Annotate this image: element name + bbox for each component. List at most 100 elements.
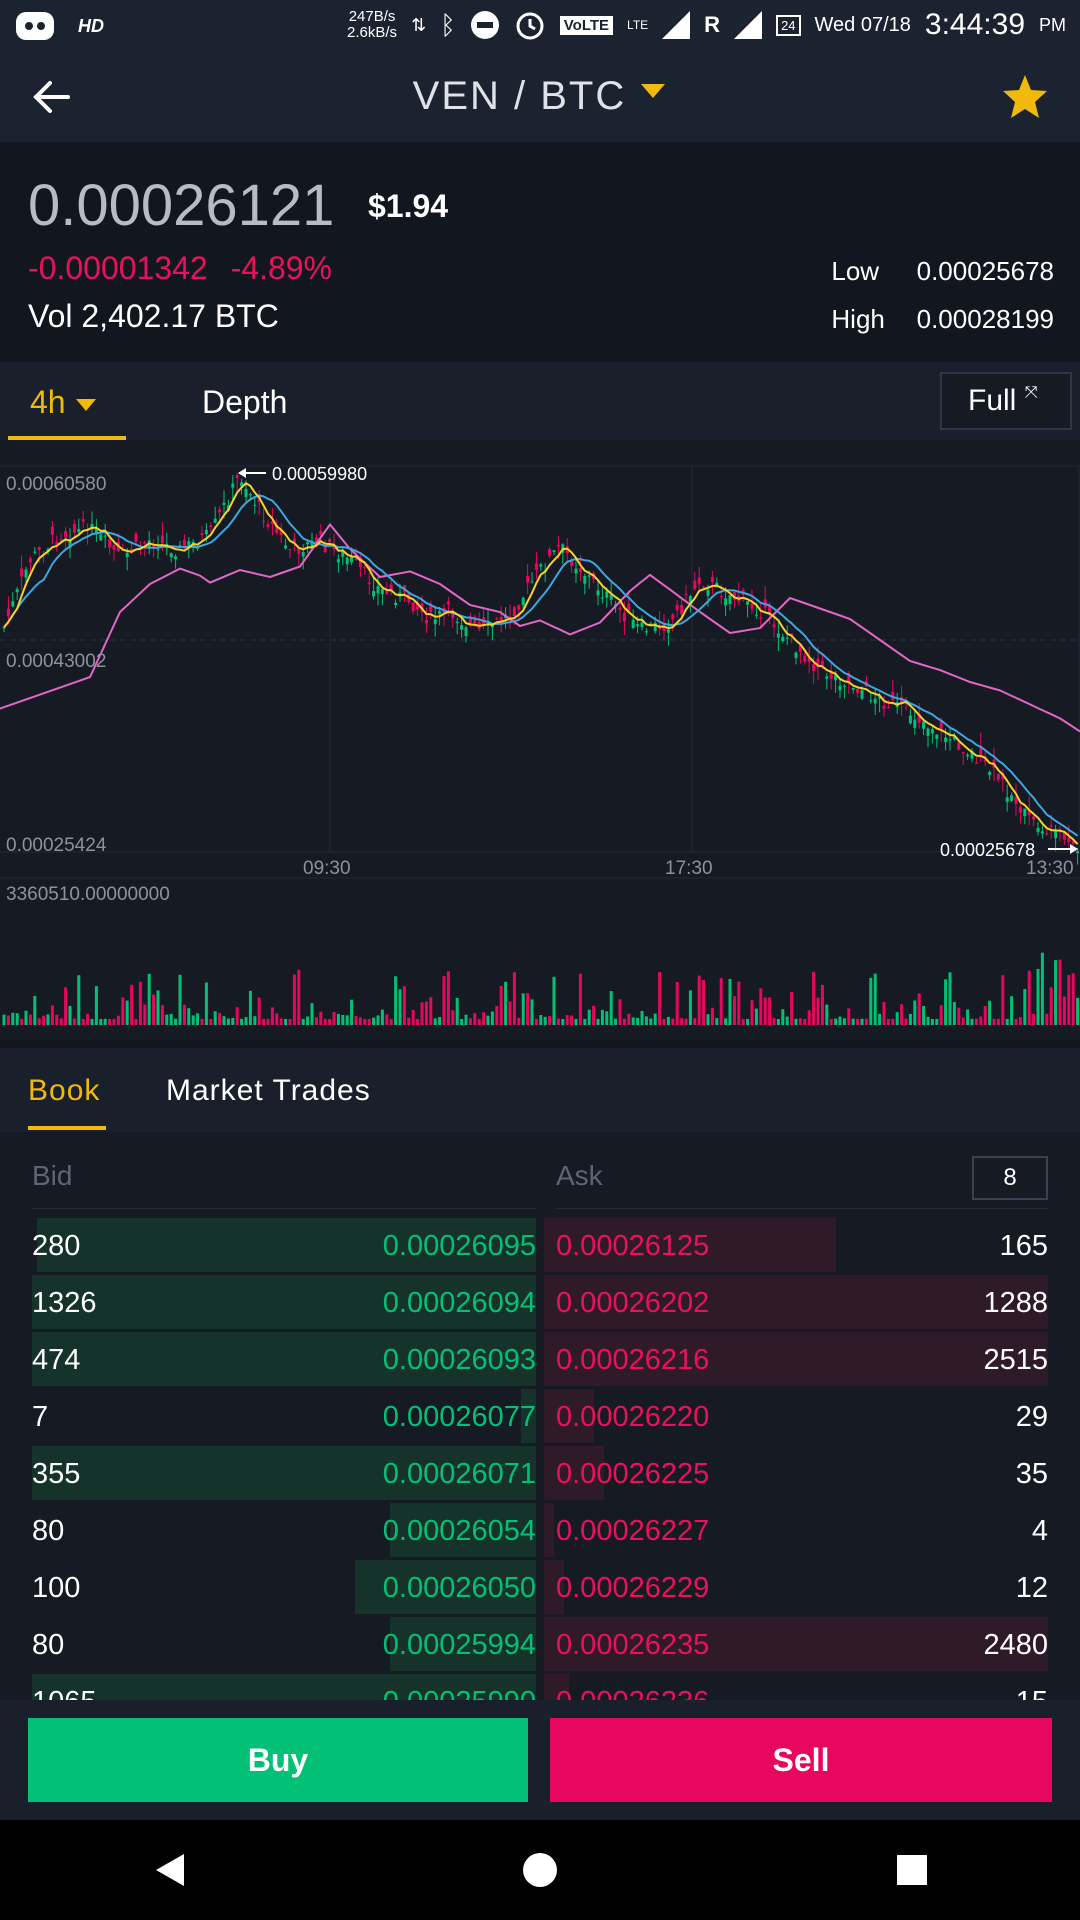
bid-row[interactable]: 474 0.00026093	[32, 1332, 536, 1386]
price-change: -0.00001342 -4.89%	[28, 250, 346, 287]
ask-row[interactable]: 0.00026235 2480	[544, 1617, 1048, 1671]
bid-row[interactable]: 1326 0.00026094	[32, 1275, 536, 1329]
ask-price: 0.00026125	[556, 1230, 710, 1262]
ask-row[interactable]: 0.00026227 4	[544, 1503, 1048, 1557]
ask-depth-bar	[544, 1503, 554, 1557]
pair-title[interactable]: VEN / BTC	[412, 74, 627, 118]
last-price: 0.00026121	[28, 173, 335, 238]
fullscreen-label[interactable]: Full	[968, 384, 1017, 417]
ask-amount: 4	[1031, 1515, 1048, 1547]
ask-depth-bar	[544, 1332, 1048, 1386]
ask-amount: 29	[1015, 1401, 1048, 1433]
low-value: 0.00025678	[916, 256, 1054, 286]
data-arrows-icon: ⇅	[411, 14, 427, 35]
ask-amount: 1288	[983, 1287, 1048, 1319]
alarm-icon	[516, 12, 544, 40]
max-price-marker: 0.00059980	[238, 464, 367, 484]
volume-max-label: 3360510.00000000	[6, 884, 170, 905]
bid-depth-bar	[32, 1674, 536, 1700]
nav-home-icon[interactable]	[520, 1850, 560, 1890]
candlestick-chart[interactable]: 0.00060580 0.00043002 0.00025424 0.00059…	[0, 440, 1080, 1040]
bid-row[interactable]: 280 0.00026095	[32, 1218, 536, 1272]
bid-row[interactable]: 1065 0.00025990	[32, 1674, 536, 1700]
tab-market-trades[interactable]: Market Trades	[166, 1074, 371, 1107]
buy-button[interactable]: Buy	[28, 1718, 528, 1802]
active-tab-indicator	[28, 1126, 106, 1130]
ask-row[interactable]: 0.00026236 15	[544, 1674, 1048, 1700]
volte-badge: VoLTE	[559, 15, 614, 35]
bid-row[interactable]: 80 0.00026054	[32, 1503, 536, 1557]
ticker-summary: 0.00026121 $1.94 -0.00001342 -4.89% Vol …	[0, 142, 1080, 362]
status-date: Wed 07/18	[814, 13, 911, 36]
roaming-indicator: R	[704, 12, 721, 37]
ask-row[interactable]: 0.00026216 2515	[544, 1332, 1048, 1386]
caret-down-icon	[641, 84, 666, 98]
sell-button[interactable]: Sell	[550, 1718, 1052, 1802]
ask-row[interactable]: 0.00026220 29	[544, 1389, 1048, 1443]
y-axis-mid-label: 0.00043002	[6, 651, 106, 672]
decimal-precision-selector[interactable]: 8	[972, 1156, 1048, 1200]
low-row: Low 0.00025678	[831, 256, 1054, 287]
bid-price: 0.00026054	[382, 1515, 536, 1547]
bid-depth-bar	[390, 1617, 536, 1671]
ma-mid-line	[3, 494, 1079, 837]
bid-amount: 100	[32, 1572, 81, 1604]
bid-header: Bid	[32, 1160, 73, 1191]
bid-depth-bar	[32, 1275, 536, 1329]
bid-row[interactable]: 7 0.00026077	[32, 1389, 536, 1443]
favorite-star-icon[interactable]	[1000, 72, 1050, 122]
min-price-marker: 0.00025678	[940, 840, 1078, 860]
caret-down-icon	[76, 399, 97, 411]
ask-row[interactable]: 0.00026125 165	[544, 1218, 1048, 1272]
ask-depth-bar	[544, 1218, 836, 1272]
ask-price: 0.00026229	[556, 1572, 710, 1604]
trade-actions: Buy Sell	[0, 1700, 1080, 1820]
bid-divider	[32, 1208, 536, 1209]
ask-row[interactable]: 0.00026229 12	[544, 1560, 1048, 1614]
bid-depth-bar	[390, 1503, 536, 1557]
chart-tabs: 4h Depth Full ⤧	[0, 362, 1080, 440]
bluetooth-icon: ᛒ	[440, 9, 456, 40]
pair-selector[interactable]: VEN / BTC	[0, 74, 1080, 119]
back-arrow-icon[interactable]	[28, 74, 74, 120]
bid-row[interactable]: 355 0.00026071	[32, 1446, 536, 1500]
bid-amount: 355	[32, 1458, 81, 1490]
ask-row[interactable]: 0.00026225 35	[544, 1446, 1048, 1500]
tab-depth[interactable]: Depth	[202, 384, 288, 420]
ask-header: Ask	[556, 1160, 603, 1191]
y-axis-top-label: 0.00060580	[6, 474, 106, 495]
bid-depth-bar	[37, 1218, 536, 1272]
interval-label[interactable]: 4h	[30, 384, 66, 420]
bid-price: 0.00025994	[382, 1629, 536, 1661]
signal-icon-2	[734, 11, 763, 39]
bid-row[interactable]: 80 0.00025994	[32, 1617, 536, 1671]
ask-price: 0.00026202	[556, 1287, 710, 1319]
high-row: High 0.00028199	[831, 304, 1054, 335]
fullscreen-button[interactable]: Full ⤧	[940, 372, 1072, 430]
ask-price: 0.00026227	[556, 1515, 710, 1547]
interval-tab[interactable]: 4h	[8, 362, 126, 440]
ask-depth-bar	[544, 1617, 1048, 1671]
calendar-icon: 24	[776, 14, 801, 36]
notification-icon	[16, 12, 54, 40]
candles	[2, 472, 1080, 865]
nav-back-icon[interactable]	[150, 1850, 190, 1890]
ask-amount: 35	[1015, 1458, 1048, 1490]
network-speed: 247B/s 2.6kB/s	[347, 8, 398, 41]
lte-label: LTE	[627, 18, 649, 32]
bid-price: 0.00026077	[382, 1401, 536, 1433]
ma-slow-line	[0, 522, 1080, 733]
bid-price: 0.00026095	[382, 1230, 536, 1262]
ask-row[interactable]: 0.00026202 1288	[544, 1275, 1048, 1329]
volume-bars	[2, 952, 1080, 1025]
change-percent: -4.89%	[230, 250, 332, 286]
volume-24h: Vol 2,402.17 BTC	[28, 298, 279, 334]
bid-depth-bar	[32, 1446, 536, 1500]
bid-row[interactable]: 100 0.00026050	[32, 1560, 536, 1614]
x-axis-label-3: 13:30	[1026, 858, 1074, 879]
tab-book[interactable]: Book	[28, 1074, 101, 1107]
x-axis-label-1: 09:30	[303, 858, 351, 879]
ask-amount: 15	[1016, 1686, 1048, 1700]
nav-recents-icon[interactable]	[894, 1852, 930, 1888]
price-chart[interactable]: 0.00060580 0.00043002 0.00025424 0.00059…	[0, 440, 1080, 1040]
